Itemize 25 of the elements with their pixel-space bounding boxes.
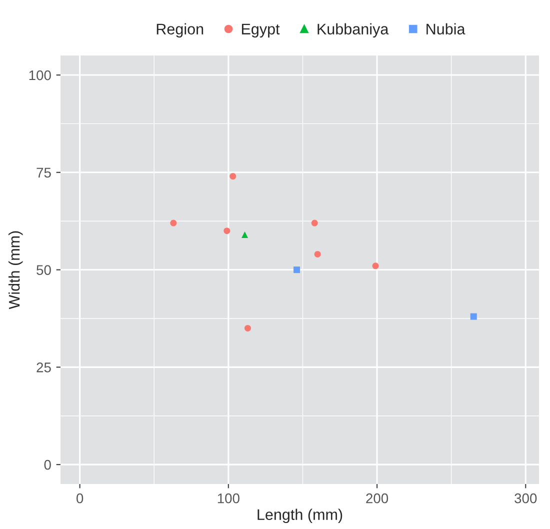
legend-label: Kubbaniya — [318, 23, 389, 38]
point — [224, 228, 230, 234]
legend-label: Egypt — [242, 24, 280, 38]
x-tick-label: 0 — [76, 493, 84, 504]
y-tick-label: 25 — [36, 362, 51, 372]
point — [244, 324, 251, 332]
x-tick-label: 300 — [514, 493, 537, 504]
legend-label: Nubia — [426, 23, 466, 34]
point — [311, 220, 318, 226]
point — [372, 262, 379, 270]
y-tick-label: 0 — [44, 460, 51, 470]
legend-title: Region — [156, 23, 204, 38]
point — [470, 313, 477, 320]
y-tick-label: 75 — [36, 168, 51, 178]
x-axis-title: Length (mm) — [258, 508, 342, 524]
y-axis-title: Width (mm) — [8, 231, 23, 310]
y-tick-label: 100 — [29, 70, 51, 80]
y-tick-label: 50 — [36, 265, 51, 275]
point — [314, 250, 321, 258]
point — [170, 220, 177, 226]
point — [242, 231, 248, 238]
point — [230, 173, 236, 180]
point — [294, 266, 300, 274]
x-tick-label: 200 — [366, 493, 388, 504]
x-tick-label: 100 — [218, 493, 240, 504]
